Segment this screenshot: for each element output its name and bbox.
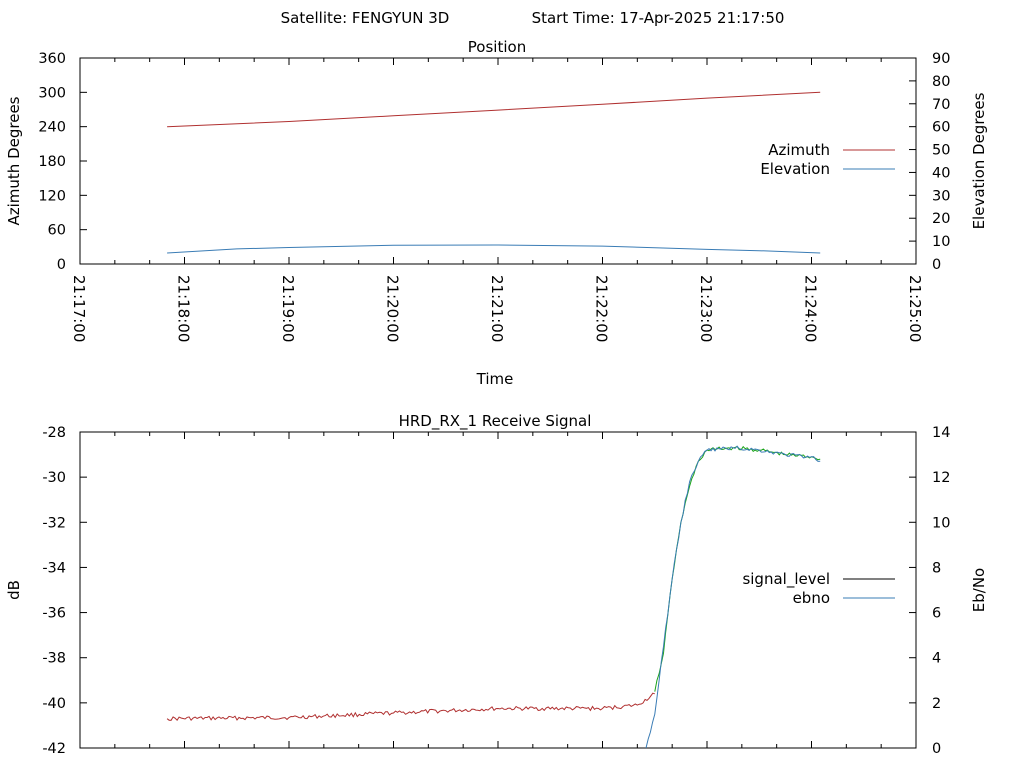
y2-tick-label: 2 bbox=[932, 696, 941, 712]
series-line bbox=[654, 445, 821, 692]
position-x-axis-label: Time bbox=[476, 370, 514, 388]
legend-label: Azimuth bbox=[768, 141, 830, 159]
signal-plot-frame bbox=[79, 431, 917, 749]
legend-label: Elevation bbox=[760, 160, 830, 178]
y-tick-label: -34 bbox=[42, 560, 66, 576]
x-tick-label: 21:20:00 bbox=[384, 275, 402, 342]
y2-tick-label: 60 bbox=[932, 120, 950, 136]
legend-label: ebno bbox=[793, 589, 830, 607]
y2-tick-label: 90 bbox=[932, 51, 950, 67]
y2-tick-label: 20 bbox=[932, 211, 950, 227]
y-tick-label: 180 bbox=[38, 154, 66, 170]
y-tick-label: 120 bbox=[38, 188, 66, 204]
y-tick-label: 60 bbox=[48, 223, 66, 239]
x-tick-label: 21:21:00 bbox=[488, 275, 506, 342]
signal-series bbox=[166, 445, 821, 749]
series-line bbox=[166, 692, 655, 722]
y2-tick-label: 10 bbox=[932, 515, 950, 531]
satellite-title: Satellite: FENGYUN 3D bbox=[281, 9, 450, 27]
signal-y-axis-label: dB bbox=[5, 580, 23, 600]
x-tick-label: 21:19:00 bbox=[279, 275, 297, 342]
x-tick-label: 21:25:00 bbox=[906, 275, 924, 342]
position-chart: Position Azimuth Degrees Elevation Degre… bbox=[5, 38, 988, 388]
legend-label: signal_level bbox=[742, 570, 830, 589]
y2-tick-label: 0 bbox=[932, 741, 941, 757]
y-tick-label: -38 bbox=[42, 651, 66, 667]
y2-tick-label: 6 bbox=[932, 606, 941, 622]
y-tick-label: 240 bbox=[38, 120, 66, 136]
y-tick-label: -36 bbox=[42, 606, 66, 622]
signal-y2-axis-label: Eb/No bbox=[970, 568, 988, 612]
x-tick-label: 21:24:00 bbox=[802, 275, 820, 342]
y2-tick-label: 30 bbox=[932, 188, 950, 204]
y2-tick-label: 14 bbox=[932, 425, 950, 441]
y-tick-label: -40 bbox=[42, 696, 66, 712]
y2-tick-label: 70 bbox=[932, 97, 950, 113]
y-tick-label: -28 bbox=[42, 425, 66, 441]
start-time-title: Start Time: 17-Apr-2025 21:17:50 bbox=[532, 9, 785, 27]
position-chart-title: Position bbox=[468, 38, 526, 56]
y2-tick-label: 10 bbox=[932, 234, 950, 250]
y2-tick-label: 80 bbox=[932, 74, 950, 90]
y-tick-label: 300 bbox=[38, 85, 66, 101]
position-ticks: 21:17:00 21:18:00 21:19:00 21:20:00 21:21:00… bbox=[38, 51, 950, 342]
y2-tick-label: 0 bbox=[932, 257, 941, 273]
series-line bbox=[645, 445, 821, 749]
position-y2-axis-label: Elevation Degrees bbox=[970, 92, 988, 229]
series-line bbox=[167, 244, 821, 254]
y-tick-label: -42 bbox=[42, 741, 66, 757]
position-series bbox=[167, 91, 821, 254]
signal-ticks: -42 -40 -38 -36 -34 -32 -30 -28 0 2 4 6 8 10 12 14 bbox=[42, 425, 950, 757]
y-tick-label: -32 bbox=[42, 515, 66, 531]
x-tick-label: 21:17:00 bbox=[70, 275, 88, 342]
y-tick-label: 360 bbox=[38, 51, 66, 67]
y2-tick-label: 50 bbox=[932, 143, 950, 159]
x-tick-label: 21:22:00 bbox=[593, 275, 611, 342]
y2-tick-label: 12 bbox=[932, 470, 950, 486]
y-tick-label: 0 bbox=[57, 257, 66, 273]
y2-tick-label: 8 bbox=[932, 560, 941, 576]
y-tick-label: -30 bbox=[42, 470, 66, 486]
signal-chart-title: HRD_RX_1 Receive Signal bbox=[399, 412, 592, 431]
y2-tick-label: 40 bbox=[932, 165, 950, 181]
position-y-axis-label: Azimuth Degrees bbox=[5, 96, 23, 225]
series-line bbox=[167, 91, 821, 128]
y2-tick-label: 4 bbox=[932, 651, 941, 667]
x-tick-label: 21:23:00 bbox=[697, 275, 715, 342]
x-tick-label: 21:18:00 bbox=[175, 275, 193, 342]
signal-chart: HRD_RX_1 Receive Signal dB Eb/No -42-40-… bbox=[5, 412, 988, 757]
